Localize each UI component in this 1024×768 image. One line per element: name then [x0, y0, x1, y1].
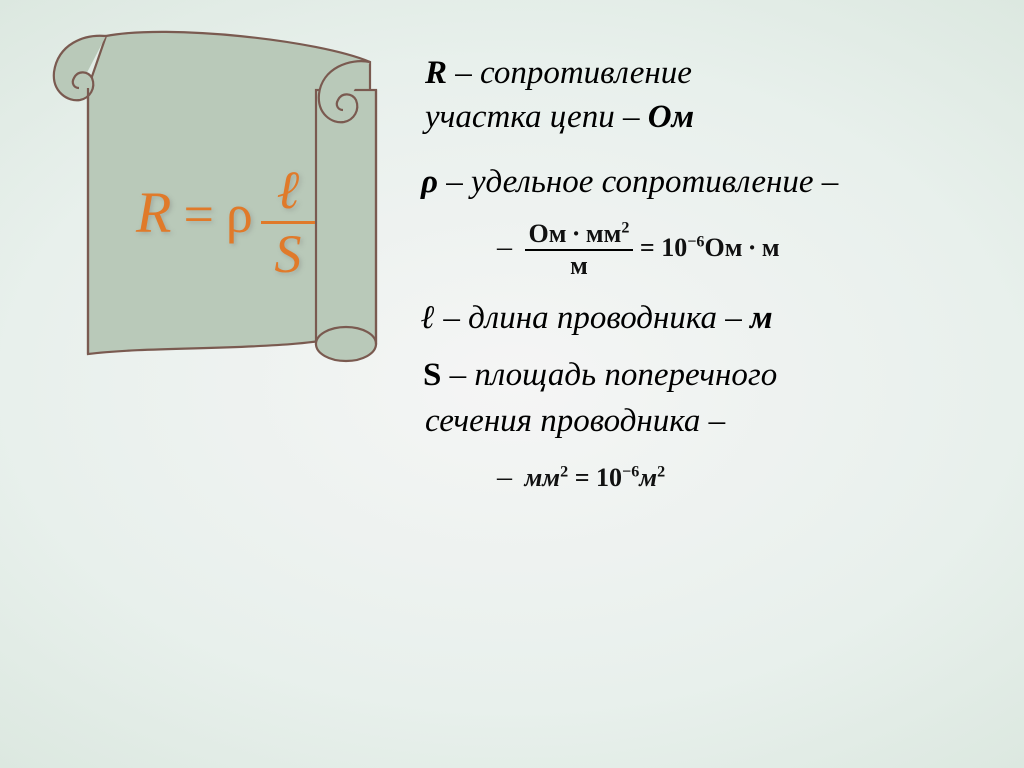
def-area: S – площадь поперечного: [423, 354, 1000, 398]
unit-ohm: Ом: [648, 99, 694, 135]
formula-eq: =: [175, 184, 221, 244]
def-resistance: R – сопротивление участка цепи – Ом: [425, 52, 1000, 139]
formula-rho: ρ: [226, 184, 253, 244]
sym-rho: ρ: [421, 164, 438, 200]
def-area-line2: сечения проводника –: [425, 400, 1000, 444]
main-formula: R = ρ ℓ S: [136, 168, 315, 288]
area-unit-equation: – мм2 = 10−6м2: [497, 457, 1000, 497]
formula-denominator: S: [274, 226, 301, 283]
unit-m: м: [750, 300, 773, 336]
def-resistivity: ρ – удельное сопротивление –: [421, 161, 1000, 205]
scroll-graphic: R = ρ ℓ S: [18, 28, 398, 378]
sym-S: S: [423, 357, 441, 393]
definitions-block: R – сопротивление участка цепи – Ом ρ – …: [425, 52, 1000, 497]
resistivity-unit-equation: – Ом ∙ мм2 м = 10−6Ом ∙ м: [497, 221, 1000, 279]
unit-fraction: Ом ∙ мм2 м: [525, 221, 634, 279]
sym-R: R: [425, 55, 447, 91]
formula-fraction: ℓ S: [261, 162, 315, 282]
sym-l: ℓ: [421, 300, 435, 336]
formula-numerator: ℓ: [277, 162, 300, 219]
def-length: ℓ – длина проводника – м: [421, 297, 1000, 341]
formula-R: R: [136, 180, 171, 245]
